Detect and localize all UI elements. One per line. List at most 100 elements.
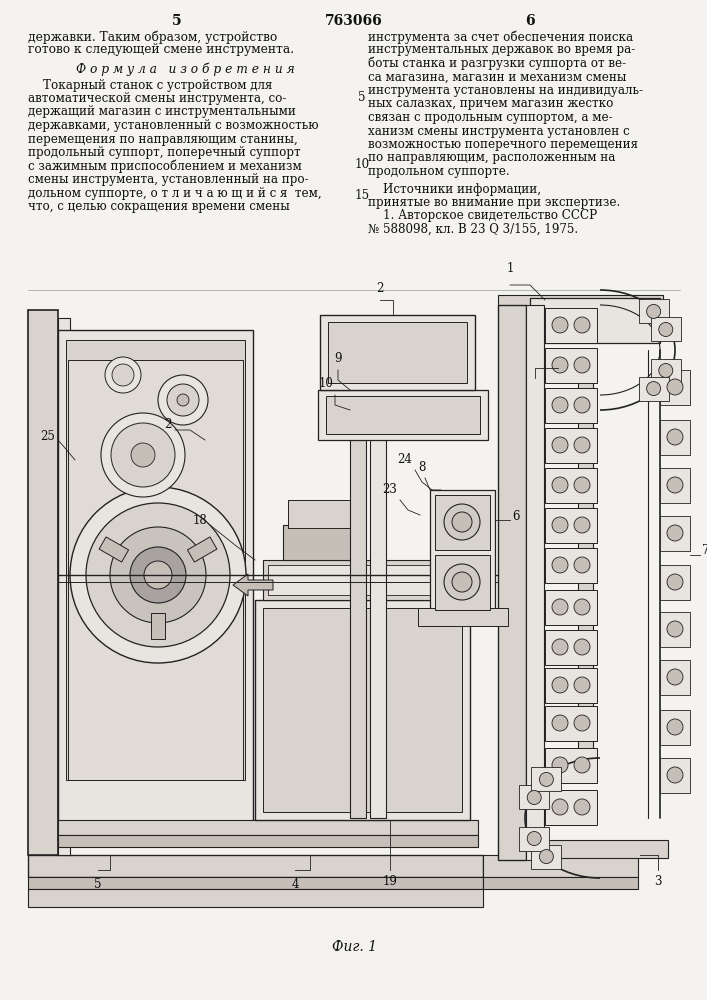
Text: держащий магазин с инструментальными: держащий магазин с инструментальными [28, 105, 296, 118]
Circle shape [574, 639, 590, 655]
Bar [58, 330, 253, 840]
Bar [545, 388, 597, 423]
Text: Источники информации,: Источники информации, [368, 182, 541, 196]
Bar [28, 310, 58, 855]
Text: 1: 1 [506, 262, 514, 275]
Bar [66, 340, 245, 780]
Circle shape [574, 397, 590, 413]
Circle shape [574, 437, 590, 453]
Polygon shape [233, 574, 273, 596]
Text: боты станка и разгрузки суппорта от ве-: боты станка и разгрузки суппорта от ве- [368, 57, 626, 70]
Text: связан с продольным суппортом, а ме-: связан с продольным суппортом, а ме- [368, 111, 613, 124]
Bar [498, 840, 668, 858]
Circle shape [452, 512, 472, 532]
Circle shape [574, 557, 590, 573]
Circle shape [552, 517, 568, 533]
Bar [263, 608, 462, 812]
Text: 5: 5 [358, 91, 366, 104]
Circle shape [131, 443, 155, 467]
Bar [418, 608, 508, 626]
Polygon shape [99, 537, 129, 562]
Text: 2: 2 [376, 282, 384, 295]
Text: 5: 5 [94, 878, 102, 891]
Text: возможностью поперечного перемещения: возможностью поперечного перемещения [368, 138, 638, 151]
Text: 5: 5 [173, 14, 182, 28]
Text: Фиг. 1: Фиг. 1 [332, 940, 377, 954]
Circle shape [574, 317, 590, 333]
Circle shape [177, 394, 189, 406]
Bar [650, 359, 681, 383]
Bar [318, 390, 488, 440]
Text: державками, установленный с возможностью: державками, установленный с возможностью [28, 119, 318, 132]
Text: 763066: 763066 [325, 14, 383, 28]
Bar [660, 612, 690, 647]
Circle shape [552, 357, 568, 373]
Circle shape [667, 719, 683, 735]
Bar [545, 348, 597, 383]
Circle shape [158, 375, 208, 425]
Circle shape [574, 477, 590, 493]
Bar [545, 790, 597, 825]
Text: 2: 2 [165, 418, 172, 432]
Bar [58, 835, 478, 847]
Bar [526, 305, 544, 860]
Bar [660, 660, 690, 695]
Circle shape [659, 322, 673, 336]
Circle shape [667, 621, 683, 637]
Circle shape [552, 397, 568, 413]
Bar [320, 315, 475, 390]
Bar [326, 396, 480, 434]
Bar [255, 600, 470, 820]
Bar [545, 630, 597, 665]
Text: инструмента за счет обеспечения поиска: инструмента за счет обеспечения поиска [368, 30, 633, 43]
Text: перемещения по направляющим станины,: перемещения по направляющим станины, [28, 132, 298, 145]
Bar [435, 495, 490, 550]
Text: инструмента установлены на индивидуаль-: инструмента установлены на индивидуаль- [368, 84, 643, 97]
Bar [483, 855, 638, 877]
Text: продольном суппорте.: продольном суппорте. [368, 165, 510, 178]
Bar [545, 308, 597, 343]
Bar [28, 877, 483, 889]
Bar [660, 565, 690, 600]
Circle shape [552, 599, 568, 615]
Bar [68, 360, 243, 780]
Text: 7: 7 [702, 544, 707, 556]
Text: 23: 23 [382, 483, 397, 496]
Circle shape [574, 715, 590, 731]
Bar [519, 785, 549, 809]
Text: готово к следующей смене инструмента.: готово к следующей смене инструмента. [28, 43, 294, 56]
Circle shape [552, 757, 568, 773]
Circle shape [574, 517, 590, 533]
Polygon shape [151, 613, 165, 639]
Bar [530, 298, 660, 343]
Text: 19: 19 [382, 875, 397, 888]
Text: инструментальных державок во время ра-: инструментальных державок во время ра- [368, 43, 636, 56]
Bar [370, 430, 386, 818]
Circle shape [144, 561, 172, 589]
Bar [483, 877, 638, 889]
Circle shape [667, 767, 683, 783]
Bar [638, 299, 669, 323]
Circle shape [86, 503, 230, 647]
Text: 6: 6 [512, 510, 520, 522]
Bar [545, 428, 597, 463]
Circle shape [527, 790, 542, 804]
Circle shape [647, 382, 660, 396]
Bar [545, 668, 597, 703]
Circle shape [112, 364, 134, 386]
Bar [58, 318, 70, 855]
Text: 18: 18 [192, 514, 207, 526]
Bar [328, 322, 467, 383]
Text: по направляющим, расположенным на: по направляющим, расположенным на [368, 151, 615, 164]
Text: дольном суппорте, о т л и ч а ю щ и й с я  тем,: дольном суппорте, о т л и ч а ю щ и й с … [28, 186, 322, 200]
Text: принятые во внимание при экспертизе.: принятые во внимание при экспертизе. [368, 196, 620, 209]
Text: державки. Таким образом, устройство: державки. Таким образом, устройство [28, 30, 277, 43]
Text: смены инструмента, установленный на про-: смены инструмента, установленный на про- [28, 173, 309, 186]
Text: 24: 24 [397, 453, 412, 466]
Circle shape [667, 574, 683, 590]
Text: 1. Авторское свидетельство СССР: 1. Авторское свидетельство СССР [368, 210, 597, 223]
Bar [638, 377, 669, 401]
Circle shape [130, 547, 186, 603]
Bar [532, 845, 561, 869]
Text: 4: 4 [291, 878, 299, 891]
